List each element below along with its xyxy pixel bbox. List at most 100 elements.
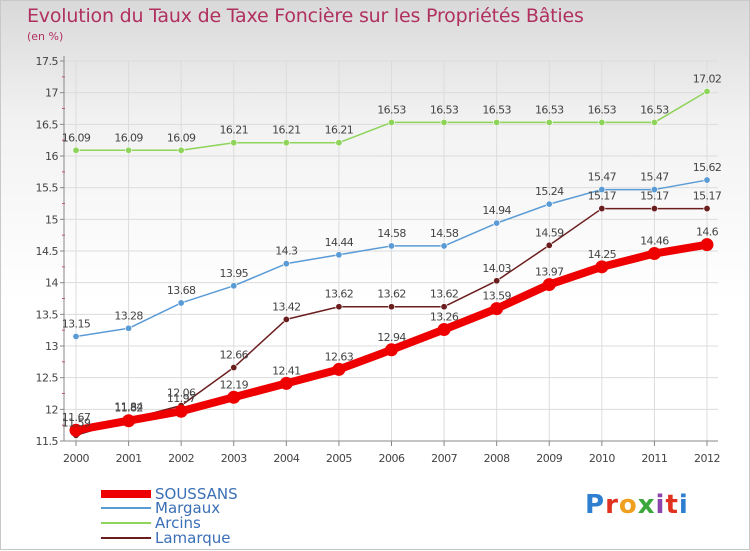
legend-swatch	[101, 507, 151, 509]
data-point-soussans	[385, 343, 398, 357]
data-point-soussans	[279, 376, 293, 390]
data-point-margaux	[387, 242, 395, 250]
data-point-arcins	[650, 118, 658, 126]
data-point-arcins	[440, 118, 448, 126]
data-label-margaux: 15.47	[640, 171, 669, 184]
data-point-lamarque	[493, 277, 501, 285]
data-label-soussans: 14.46	[640, 235, 669, 248]
logo-letter: o	[618, 490, 638, 520]
data-label-margaux: 14.44	[325, 236, 354, 249]
y-tick-label: 13	[45, 340, 58, 353]
y-tick-label: 17	[45, 87, 58, 100]
legend-swatch	[101, 490, 151, 498]
data-point-margaux	[650, 186, 658, 194]
x-tick-label: 2008	[484, 452, 510, 465]
data-label-arcins: 16.53	[535, 103, 564, 116]
chart-title: Evolution du Taux de Taxe Foncière sur l…	[27, 5, 584, 27]
data-point-arcins	[387, 118, 395, 126]
data-point-margaux	[177, 299, 185, 307]
data-point-lamarque	[335, 303, 343, 311]
x-tick-label: 2005	[326, 452, 352, 465]
legend-label: Arcins	[155, 513, 201, 532]
data-label-lamarque: 13.62	[377, 288, 406, 301]
data-label-lamarque: 15.17	[640, 190, 669, 203]
data-point-arcins	[703, 87, 711, 95]
data-point-margaux	[440, 242, 448, 250]
data-label-lamarque: 12.06	[167, 387, 196, 400]
data-label-margaux: 13.68	[167, 284, 196, 297]
y-tick-label: 14	[45, 277, 58, 290]
y-tick-label: 16	[45, 150, 58, 163]
data-label-margaux: 15.62	[693, 161, 722, 174]
data-point-soussans	[227, 390, 241, 404]
data-point-soussans	[490, 302, 504, 316]
x-tick-label: 2006	[379, 452, 405, 465]
data-label-arcins: 16.21	[325, 124, 354, 137]
data-label-arcins: 16.21	[220, 124, 249, 137]
data-point-lamarque	[387, 303, 395, 311]
data-point-soussans	[174, 404, 188, 418]
data-label-margaux: 14.3	[275, 245, 298, 258]
logo-letter: P	[585, 490, 606, 520]
data-point-margaux	[230, 282, 238, 290]
x-tick-label: 2007	[431, 452, 457, 465]
data-point-lamarque	[703, 205, 711, 213]
legend-item-margaux: Margaux	[101, 500, 220, 516]
data-label-arcins: 16.53	[588, 103, 617, 116]
y-tick-label: 17.5	[36, 55, 59, 68]
data-label-arcins: 17.02	[693, 72, 722, 85]
data-label-lamarque: 14.59	[535, 226, 564, 239]
data-label-margaux: 14.94	[482, 204, 511, 217]
data-label-soussans: 13.26	[430, 311, 459, 324]
x-tick-label: 2009	[536, 452, 562, 465]
data-label-lamarque: 13.42	[272, 300, 301, 313]
legend-item-arcins: Arcins	[101, 515, 201, 531]
data-point-margaux	[335, 251, 343, 259]
x-tick-label: 2002	[168, 452, 194, 465]
data-point-arcins	[545, 118, 553, 126]
data-point-margaux	[282, 260, 290, 268]
y-tick-label: 14.5	[36, 245, 59, 258]
data-point-arcins	[125, 146, 133, 154]
data-point-lamarque	[230, 364, 238, 372]
data-point-margaux	[125, 324, 133, 332]
data-point-arcins	[282, 139, 290, 147]
y-tick-label: 13.5	[36, 308, 59, 321]
data-point-soussans	[437, 323, 451, 337]
legend-item-lamarque: Lamarque	[101, 530, 231, 546]
data-label-soussans: 13.97	[535, 266, 564, 279]
y-tick-label: 12	[45, 403, 58, 416]
y-tick-label: 15.5	[36, 182, 59, 195]
data-point-lamarque	[598, 205, 606, 213]
data-label-soussans: 12.19	[220, 378, 249, 391]
chart-subtitle: (en %)	[27, 30, 64, 43]
x-tick-label: 2010	[589, 452, 615, 465]
proxiti-logo: Proxiti	[585, 490, 689, 520]
data-point-soussans	[647, 247, 661, 261]
x-tick-label: 2003	[221, 452, 247, 465]
data-label-arcins: 16.53	[482, 103, 511, 116]
x-tick-label: 2011	[641, 452, 667, 465]
logo-letter: t	[665, 490, 679, 520]
legend-label: Lamarque	[155, 528, 231, 547]
y-tick-label: 11.5	[36, 435, 59, 448]
data-label-soussans: 12.94	[377, 331, 406, 344]
data-label-lamarque: 11.84	[114, 400, 143, 413]
x-tick-label: 2012	[694, 452, 720, 465]
logo-letter: i	[678, 490, 689, 520]
data-label-lamarque: 13.62	[325, 288, 354, 301]
y-tick-label: 12.5	[36, 372, 59, 385]
legend-swatch	[101, 537, 151, 539]
data-label-arcins: 16.53	[430, 103, 459, 116]
data-label-arcins: 16.53	[640, 103, 669, 116]
data-label-margaux: 13.95	[220, 267, 249, 280]
data-label-arcins: 16.09	[167, 131, 196, 144]
data-label-soussans: 13.59	[482, 290, 511, 303]
data-label-arcins: 16.21	[272, 124, 301, 137]
data-point-soussans	[595, 260, 609, 274]
y-tick-label: 16.5	[36, 118, 59, 131]
data-label-lamarque: 15.17	[693, 190, 722, 203]
x-tick-label: 2000	[63, 452, 89, 465]
